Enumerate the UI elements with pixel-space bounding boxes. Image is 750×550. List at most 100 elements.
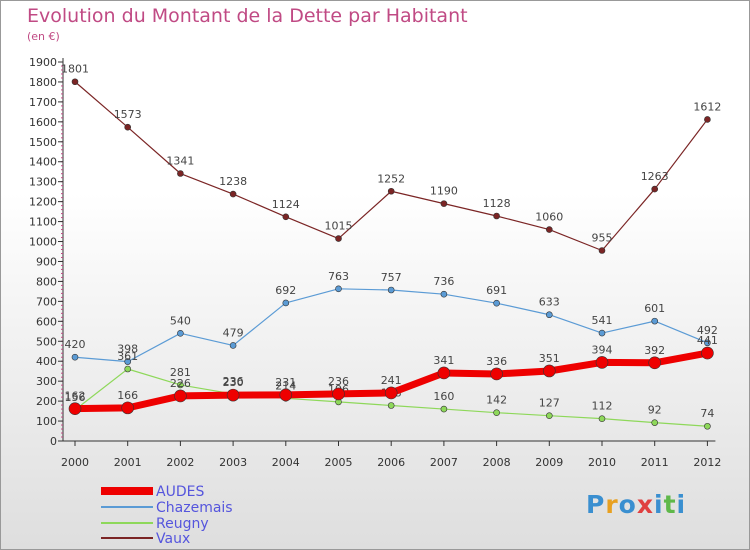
data-point-chazemais <box>229 342 237 349</box>
x-tick-label: 2009 <box>535 456 563 469</box>
data-label-audes: 351 <box>539 352 560 365</box>
legend-label-audes: AUDES <box>156 484 204 500</box>
data-point-audes <box>490 367 503 381</box>
y-tick-label: 1700 <box>29 96 57 109</box>
x-tick-label: 2001 <box>114 456 142 469</box>
logo-letter: i <box>676 490 687 519</box>
data-point-audes <box>174 389 187 403</box>
data-point-reugny <box>387 402 395 409</box>
data-label-audes: 392 <box>644 344 665 357</box>
data-point-audes <box>121 401 134 415</box>
data-label-chazemais: 763 <box>328 270 349 283</box>
data-point-vaux <box>229 190 237 198</box>
y-tick-label: 0 <box>50 435 57 448</box>
y-tick-label: 700 <box>36 295 57 308</box>
data-point-reugny <box>177 381 184 389</box>
data-point-audes <box>701 346 714 360</box>
x-tick-label: 2005 <box>325 456 353 469</box>
data-point-vaux <box>71 78 79 86</box>
data-label-chazemais: 398 <box>117 343 138 356</box>
data-point-reugny <box>124 365 131 373</box>
data-label-reugny: 74 <box>700 407 714 420</box>
data-point-chazemais <box>177 329 184 337</box>
data-point-vaux <box>493 212 500 220</box>
data-point-vaux <box>704 116 711 123</box>
data-point-chazemais <box>335 285 342 293</box>
y-tick-label: 1900 <box>29 56 57 69</box>
data-label-reugny: 112 <box>592 400 613 413</box>
data-label-reugny: 127 <box>539 397 560 410</box>
x-tick-label: 2002 <box>166 456 194 469</box>
data-label-chazemais: 540 <box>170 314 191 327</box>
data-label-vaux: 1124 <box>272 198 300 211</box>
data-label-vaux: 1190 <box>430 185 458 198</box>
data-point-vaux <box>282 213 290 221</box>
x-tick-label: 2004 <box>272 456 300 469</box>
data-label-chazemais: 633 <box>539 296 560 309</box>
data-label-reugny: 156 <box>65 391 86 404</box>
data-label-chazemais: 541 <box>592 314 613 327</box>
x-tick-label: 2007 <box>430 456 458 469</box>
data-label-chazemais: 479 <box>223 326 244 339</box>
data-point-chazemais <box>71 353 79 361</box>
data-label-vaux: 955 <box>592 232 613 245</box>
data-label-reugny: 281 <box>170 366 191 379</box>
data-label-audes: 162 <box>65 390 86 403</box>
legend-label-vaux: Vaux <box>156 531 190 547</box>
data-point-chazemais <box>282 299 290 307</box>
data-label-vaux: 1263 <box>641 170 669 183</box>
data-point-vaux <box>598 247 606 254</box>
legend-label-reugny: Reugny <box>156 516 209 532</box>
data-label-audes: 341 <box>433 354 454 367</box>
logo-letter: t <box>663 490 677 519</box>
x-tick-label: 2012 <box>693 456 721 469</box>
logo-letter: P <box>586 490 606 519</box>
y-tick-label: 1600 <box>29 116 57 129</box>
logo-letter: x <box>636 490 654 519</box>
data-label-reugny: 142 <box>486 394 507 407</box>
data-point-reugny <box>493 409 500 416</box>
data-point-reugny <box>598 415 606 422</box>
data-label-audes: 226 <box>170 377 191 390</box>
data-point-vaux <box>124 123 131 131</box>
data-label-audes: 236 <box>328 375 349 388</box>
data-label-vaux: 1015 <box>325 220 353 233</box>
data-point-audes <box>648 356 662 370</box>
data-point-vaux <box>545 226 553 233</box>
data-point-audes <box>226 388 240 402</box>
y-tick-label: 300 <box>36 375 57 388</box>
y-tick-label: 900 <box>36 255 57 268</box>
chart-title: Evolution du Montant de la Dette par Hab… <box>27 5 468 27</box>
y-tick-label: 1000 <box>29 236 57 249</box>
data-label-chazemais: 691 <box>486 284 507 297</box>
data-point-chazemais <box>493 299 500 307</box>
y-tick-label: 1800 <box>29 76 57 89</box>
data-point-audes <box>595 356 609 369</box>
x-tick-label: 2008 <box>483 456 511 469</box>
data-label-reugny: 214 <box>275 379 296 392</box>
x-tick-label: 2003 <box>219 456 247 469</box>
x-tick-label: 2010 <box>588 456 616 469</box>
data-label-reugny: 361 <box>117 350 138 363</box>
data-label-audes: 230 <box>223 376 244 389</box>
y-tick-label: 200 <box>36 395 57 408</box>
data-label-audes: 441 <box>697 334 718 347</box>
data-label-audes: 231 <box>275 376 296 389</box>
data-point-vaux <box>651 185 659 193</box>
data-point-chazemais <box>651 317 659 325</box>
data-label-chazemais: 736 <box>433 275 454 288</box>
y-tick-label: 400 <box>36 355 57 368</box>
y-tick-label: 1500 <box>29 136 57 149</box>
data-label-audes: 241 <box>381 374 402 387</box>
y-tick-label: 1100 <box>29 216 57 229</box>
y-tick-label: 500 <box>36 335 57 348</box>
y-tick-label: 1300 <box>29 176 57 189</box>
logo-letter: i <box>654 490 664 519</box>
data-label-vaux: 1612 <box>693 100 721 113</box>
data-point-reugny <box>545 412 553 419</box>
x-tick-label: 2006 <box>377 456 405 469</box>
data-point-chazemais <box>545 311 553 319</box>
x-tick-label: 2000 <box>61 456 89 469</box>
